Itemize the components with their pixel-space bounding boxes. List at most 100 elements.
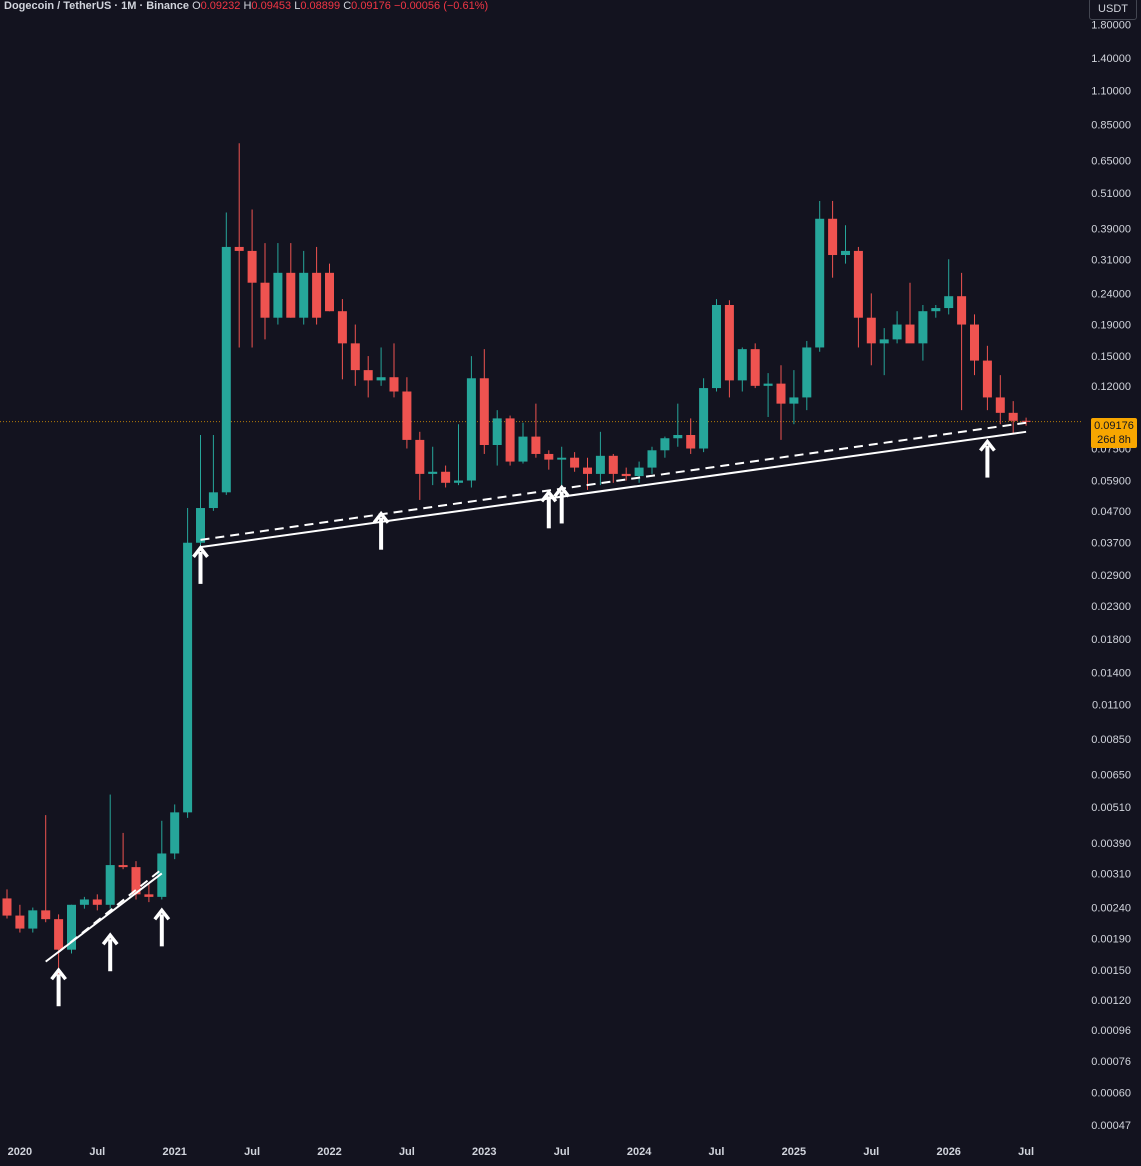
candle-body bbox=[1008, 412, 1018, 421]
candle-body bbox=[712, 304, 721, 389]
candle-body bbox=[363, 370, 373, 381]
candle-body bbox=[389, 377, 399, 392]
candle-body bbox=[957, 296, 967, 325]
candle bbox=[208, 434, 218, 511]
candle bbox=[41, 815, 51, 923]
candle-body bbox=[634, 467, 644, 477]
candle-body bbox=[92, 899, 102, 905]
candle-body bbox=[454, 480, 463, 483]
x-tick-label: Jul bbox=[709, 1146, 725, 1158]
candle-body bbox=[105, 865, 115, 905]
y-tick-label: 0.00650 bbox=[1091, 770, 1131, 782]
candle-body bbox=[286, 272, 296, 318]
candle bbox=[686, 418, 696, 454]
candle bbox=[389, 343, 399, 398]
candle bbox=[570, 452, 580, 472]
candle bbox=[1008, 401, 1018, 434]
y-tick-label: 0.00850 bbox=[1091, 734, 1131, 746]
y-tick-label: 0.00510 bbox=[1091, 802, 1131, 814]
candle-body bbox=[647, 450, 657, 468]
candle bbox=[776, 365, 786, 440]
up-arrow-icon bbox=[372, 510, 390, 550]
candle bbox=[260, 243, 270, 340]
candle bbox=[325, 263, 334, 312]
up-arrow-icon bbox=[553, 484, 571, 524]
y-tick-label: 0.01800 bbox=[1091, 634, 1131, 646]
y-tick-label: 0.85000 bbox=[1091, 120, 1131, 132]
candle bbox=[428, 446, 438, 486]
candle bbox=[918, 304, 928, 361]
candle bbox=[595, 431, 605, 486]
candle bbox=[92, 894, 102, 911]
candle bbox=[196, 434, 205, 551]
candle-body bbox=[28, 910, 38, 929]
candle-body bbox=[337, 311, 347, 344]
candle-body bbox=[583, 467, 592, 474]
candle bbox=[957, 272, 967, 411]
candle-body bbox=[221, 246, 231, 493]
candle bbox=[531, 403, 541, 458]
candle bbox=[544, 450, 554, 470]
candle bbox=[879, 328, 889, 376]
y-tick-label: 0.02900 bbox=[1091, 570, 1131, 582]
symbol-name[interactable]: Dogecoin / TetherUS · 1M · Binance bbox=[4, 0, 189, 12]
candle bbox=[970, 314, 979, 376]
candle-body bbox=[312, 272, 322, 318]
high-label: H bbox=[243, 0, 252, 12]
up-arrow-head bbox=[101, 932, 119, 946]
candle-body bbox=[325, 272, 334, 312]
y-tick-label: 0.65000 bbox=[1091, 156, 1131, 168]
candle-body bbox=[879, 339, 889, 344]
candle-body bbox=[131, 867, 141, 895]
up-arrow-head bbox=[540, 489, 558, 503]
up-arrow-head bbox=[153, 907, 171, 921]
y-tick-label: 0.00240 bbox=[1091, 903, 1131, 915]
candle-body bbox=[505, 418, 515, 462]
candle bbox=[105, 794, 115, 909]
candle-body bbox=[144, 894, 154, 897]
candle bbox=[363, 356, 373, 398]
up-arrow-icon bbox=[101, 932, 119, 972]
candle bbox=[995, 375, 1005, 425]
candle-body bbox=[763, 383, 773, 386]
candle bbox=[866, 293, 876, 366]
arrows-layer[interactable] bbox=[50, 438, 996, 1007]
candle bbox=[466, 356, 476, 488]
dashed-trendline bbox=[57, 868, 163, 953]
candle-body bbox=[673, 434, 683, 439]
candle bbox=[634, 461, 644, 483]
candle-body bbox=[570, 457, 580, 468]
candle-body bbox=[737, 349, 747, 381]
trendlines-layer[interactable] bbox=[45, 421, 1027, 963]
y-tick-label: 0.01100 bbox=[1092, 700, 1131, 712]
solid-trendline bbox=[200, 430, 1027, 549]
candle-body bbox=[686, 434, 696, 449]
candle bbox=[144, 882, 154, 903]
x-tick-label: 2026 bbox=[936, 1146, 960, 1158]
candle bbox=[557, 446, 567, 488]
y-tick-label: 0.04700 bbox=[1091, 506, 1131, 518]
y-tick-label: 0.31000 bbox=[1091, 254, 1131, 266]
candle-body bbox=[1021, 420, 1031, 422]
candle-body bbox=[776, 383, 786, 404]
candle bbox=[350, 324, 360, 386]
candle bbox=[312, 246, 322, 325]
price-axis[interactable]: 1.80000 1.40000 1.10000 0.85000 0.65000 0.510… bbox=[1091, 20, 1131, 1132]
symbol-legend: Dogecoin / TetherUS · 1M · Binance O0.09… bbox=[4, 0, 488, 13]
time-axis[interactable]: 2020 Jul 2021 Jul 2022 Jul 2023 Jul 2024 Jul 2025 J… bbox=[8, 1146, 1034, 1158]
candle-body bbox=[660, 438, 670, 451]
candle bbox=[67, 904, 76, 954]
candle bbox=[982, 345, 992, 411]
candle-body bbox=[2, 898, 12, 916]
x-tick-label: 2024 bbox=[627, 1146, 652, 1158]
candle bbox=[712, 299, 721, 392]
candle-body bbox=[828, 218, 838, 256]
candle-body bbox=[557, 457, 567, 460]
currency-button[interactable]: USDT bbox=[1089, 0, 1137, 20]
candle-body bbox=[402, 391, 412, 440]
candle bbox=[2, 889, 12, 919]
candle-body bbox=[750, 349, 760, 386]
candle bbox=[802, 340, 812, 411]
last-price-value: 0.09176 bbox=[1094, 420, 1134, 432]
